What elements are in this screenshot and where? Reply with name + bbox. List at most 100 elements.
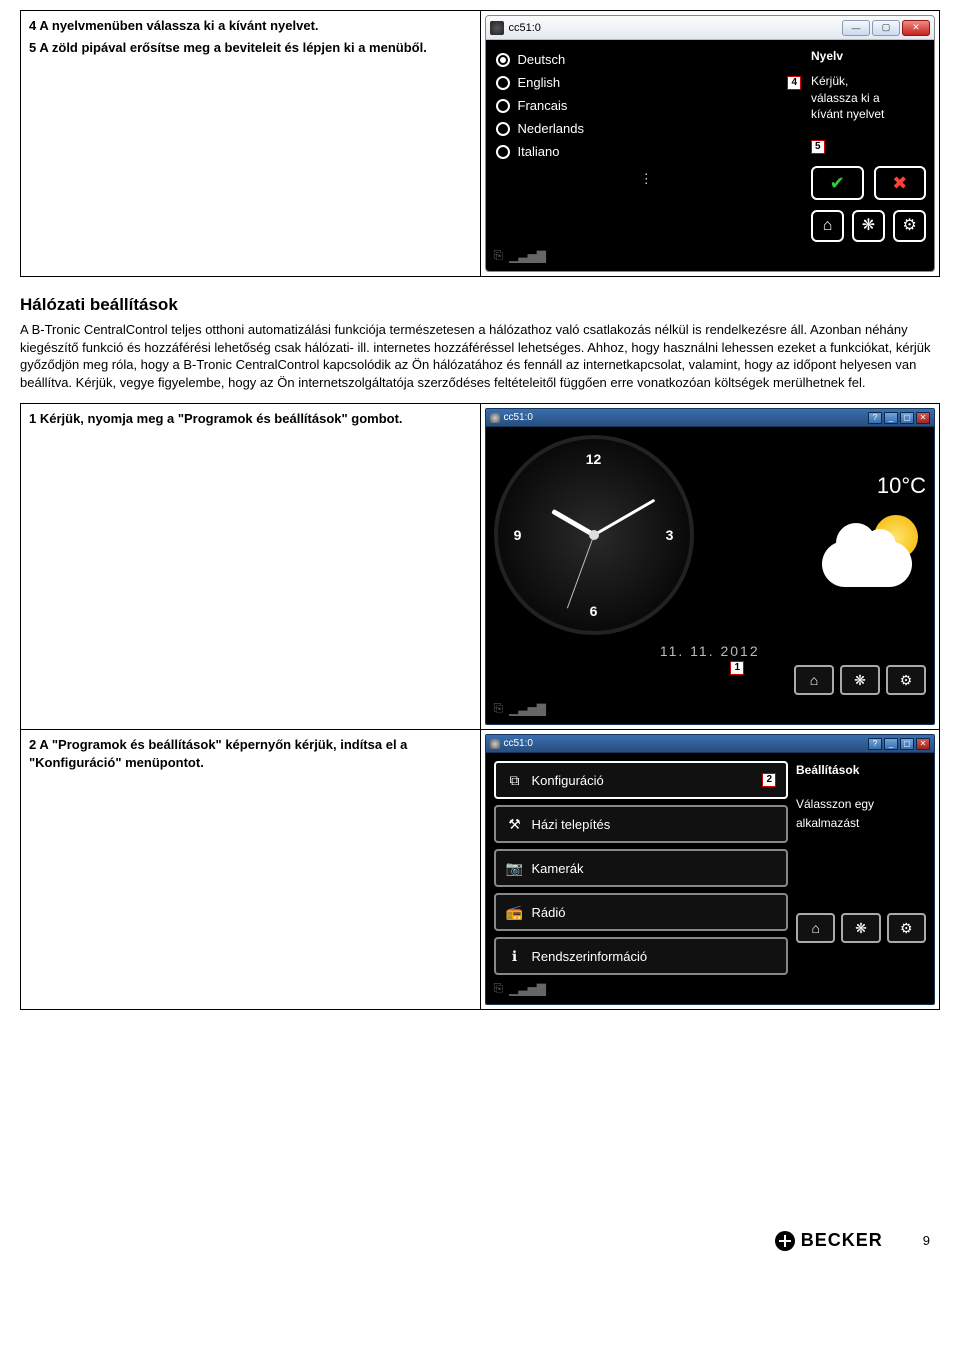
analog-clock: 12 3 6 9 [494, 435, 694, 635]
window-titlebar: cc51:0 ? _ ▢ ✕ [486, 409, 935, 427]
side-text: Kérjük, [811, 73, 926, 90]
menu-item-kamerak[interactable]: 📷 Kamerák [494, 849, 789, 887]
link-icon: ⎘ [494, 248, 504, 263]
window-title: cc51:0 [509, 22, 541, 34]
menu-label: Kamerák [532, 861, 584, 876]
side-text: Válasszon egy [796, 795, 926, 814]
side-text: kívánt nyelvet [811, 106, 926, 123]
close-button[interactable]: ✕ [902, 20, 930, 36]
weather-icon [816, 507, 926, 597]
language-option-italiano[interactable]: Italiano [494, 140, 804, 163]
weather-panel: 10°C [786, 473, 926, 597]
menu-label: Házi telepítés [532, 817, 611, 832]
menu-item-hazi-telepites[interactable]: ⚒ Házi telepítés [494, 805, 789, 843]
install-icon: ⚒ [506, 815, 524, 833]
status-bar: ⎘ ▁▃▅▇ [494, 248, 927, 263]
more-dots: ⋮ [494, 171, 804, 187]
section-paragraph: A B-Tronic CentralControl teljes otthoni… [20, 321, 940, 391]
step-1-table: 1 Kérjük, nyomja meg a "Programok és beá… [20, 403, 940, 1010]
settings-button[interactable]: ⚙ [887, 913, 926, 943]
radio-icon [496, 53, 510, 67]
minimize-button[interactable]: _ [884, 412, 898, 424]
menu-label: Rádió [532, 905, 566, 920]
app-favicon [490, 413, 500, 423]
language-label: Nederlands [518, 121, 585, 136]
brand-name: BECKER [801, 1230, 883, 1251]
clock-number: 3 [666, 527, 674, 543]
home-button[interactable]: ⌂ [811, 210, 844, 242]
step4-line: 4 A nyelvmenüben válassza ki a kívánt ny… [29, 18, 319, 33]
page-footer: BECKER 9 [20, 1230, 940, 1251]
language-option-deutsch[interactable]: Deutsch [494, 48, 804, 71]
section-title: Hálózati beállítások [20, 295, 940, 315]
window-titlebar: cc51:0 — ▢ ✕ [486, 16, 935, 40]
language-option-english[interactable]: English4 [494, 71, 804, 94]
step1-line: 1 Kérjük, nyomja meg a "Programok és beá… [29, 411, 403, 426]
marker-5: 5 [811, 140, 825, 154]
settings-window: cc51:0 ? _ ▢ ✕ ⧉ Konfiguráció 2 [485, 734, 936, 1005]
apps-button[interactable]: ❋ [841, 913, 880, 943]
clock-number: 6 [590, 603, 598, 619]
config-icon: ⧉ [506, 771, 524, 789]
help-button[interactable]: ? [868, 412, 882, 424]
language-label: English [518, 75, 561, 90]
app-menu-list: ⧉ Konfiguráció 2 ⚒ Házi telepítés 📷 Kame… [494, 761, 789, 975]
becker-mark-icon [775, 1231, 795, 1251]
window-title: cc51:0 [504, 412, 533, 423]
minimize-button[interactable]: — [842, 20, 870, 36]
signal-icon: ▁▃▅▇ [509, 702, 546, 716]
link-icon: ⎘ [494, 981, 504, 996]
step-4-5-text: 4 A nyelvmenüben válassza ki a kívánt ny… [21, 11, 481, 277]
temperature: 10°C [786, 473, 926, 499]
cancel-button[interactable]: ✖ [874, 166, 927, 200]
clock-center [589, 530, 599, 540]
menu-label: Konfiguráció [532, 773, 604, 788]
radio-icon [496, 99, 510, 113]
language-label: Italiano [518, 144, 560, 159]
apps-button[interactable]: ❋ [852, 210, 885, 242]
confirm-button[interactable]: ✔ [811, 166, 864, 200]
date-label: 11. 11. 2012 [494, 643, 927, 659]
close-button[interactable]: ✕ [916, 412, 930, 424]
radio-icon [496, 76, 510, 90]
close-button[interactable]: ✕ [916, 738, 930, 750]
side-title: Nyelv [811, 48, 926, 65]
language-option-francais[interactable]: Francais [494, 94, 804, 117]
side-text: válassza ki a [811, 90, 926, 107]
clock-number: 9 [514, 527, 522, 543]
maximize-button[interactable]: ▢ [872, 20, 900, 36]
settings-button[interactable]: ⚙ [886, 665, 926, 695]
side-title: Beállítások [796, 761, 926, 780]
menu-item-rendszerinfo[interactable]: ℹ Rendszerinformáció [494, 937, 789, 975]
status-bar: ⎘ ▁▃▅▇ [494, 981, 927, 996]
home-button[interactable]: ⌂ [794, 665, 834, 695]
camera-icon: 📷 [506, 859, 524, 877]
minimize-button[interactable]: _ [884, 738, 898, 750]
step-1-text: 1 Kérjük, nyomja meg a "Programok és beá… [21, 404, 481, 730]
language-option-nederlands[interactable]: Nederlands [494, 117, 804, 140]
marker-2: 2 [762, 773, 776, 787]
language-list: Deutsch English4 Francais Nederlands Ita… [494, 48, 804, 242]
page-number: 9 [923, 1233, 930, 1248]
maximize-button[interactable]: ▢ [900, 738, 914, 750]
info-icon: ℹ [506, 947, 524, 965]
clock-number: 12 [586, 451, 602, 467]
step5-line: 5 A zöld pipával erősítse meg a bevitele… [29, 40, 427, 55]
settings-button[interactable]: ⚙ [893, 210, 926, 242]
menu-item-konfiguracio[interactable]: ⧉ Konfiguráció 2 [494, 761, 789, 799]
apps-button[interactable]: ❋ [840, 665, 880, 695]
help-button[interactable]: ? [868, 738, 882, 750]
home-button[interactable]: ⌂ [796, 913, 835, 943]
radio-icon [496, 122, 510, 136]
step2-line: 2 A "Programok és beállítások" képernyőn… [29, 737, 407, 770]
app-favicon [490, 21, 504, 35]
step-2-text: 2 A "Programok és beállítások" képernyőn… [21, 730, 481, 1010]
step-4-5-table: 4 A nyelvmenüben válassza ki a kívánt ny… [20, 10, 940, 277]
maximize-button[interactable]: ▢ [900, 412, 914, 424]
menu-label: Rendszerinformáció [532, 949, 648, 964]
language-side-panel: Nyelv Kérjük, válassza ki a kívánt nyelv… [811, 48, 926, 242]
language-label: Deutsch [518, 52, 566, 67]
radio-icon: 📻 [506, 903, 524, 921]
menu-item-radio[interactable]: 📻 Rádió [494, 893, 789, 931]
side-text: alkalmazást [796, 814, 926, 833]
